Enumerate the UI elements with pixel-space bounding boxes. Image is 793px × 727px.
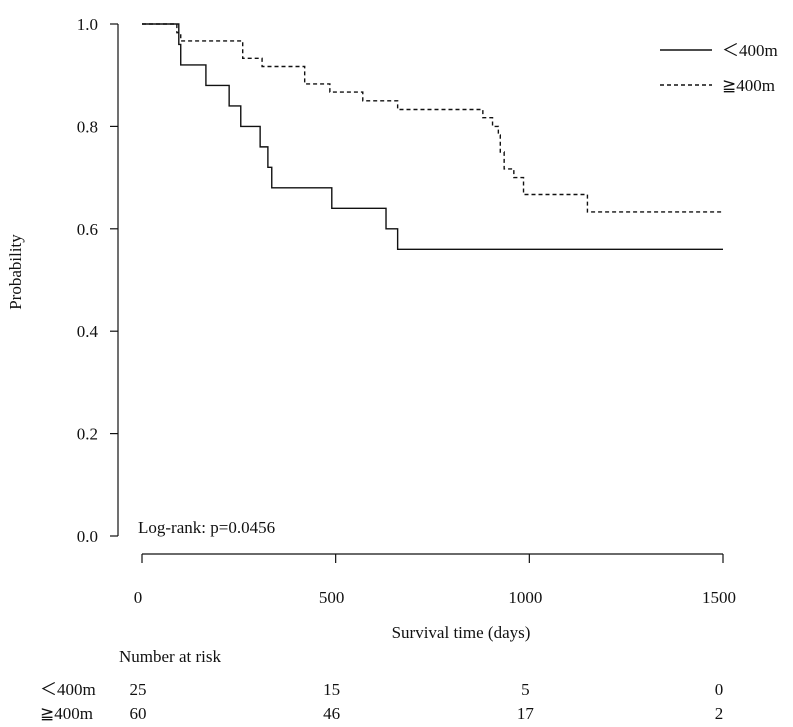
y-tick-label: 1.0 (77, 15, 98, 34)
risk-count: 17 (517, 704, 535, 723)
risk-count: 15 (323, 680, 340, 699)
risk-count: 60 (130, 704, 147, 723)
legend-label-ge400: ≧400m (722, 76, 775, 95)
y-tick-label: 0.4 (77, 322, 99, 341)
x-tick-label: 500 (319, 588, 345, 607)
risk-count: 46 (323, 704, 340, 723)
risk-count: 0 (715, 680, 724, 699)
y-tick-label: 0.8 (77, 117, 98, 136)
risk-count: 2 (715, 704, 724, 723)
logrank-annotation: Log-rank: p=0.0456 (138, 518, 275, 537)
y-tick-label: 0.0 (77, 527, 98, 546)
series-line-lt400 (142, 23, 723, 250)
risk-count: 5 (521, 680, 530, 699)
series-line-ge400 (142, 23, 723, 213)
axes: 0.0 0.2 0.4 0.6 0.8 1.0 0 500 1000 1500 (77, 15, 736, 607)
survival-curves (142, 23, 723, 250)
risk-table-title: Number at risk (119, 647, 221, 666)
y-axis-title: Probability (6, 234, 25, 310)
risk-count: 25 (130, 680, 147, 699)
x-tick-label: 0 (134, 588, 143, 607)
x-tick-label: 1500 (702, 588, 736, 607)
risk-table: ＜400m 25 15 5 0 ≧400m 60 46 17 2 (40, 680, 723, 723)
y-tick-label: 0.6 (77, 220, 98, 239)
risk-row-label: ≧400m (40, 704, 93, 723)
legend-label-lt400: ＜400m (722, 41, 778, 60)
legend: ＜400m ≧400m (660, 41, 778, 95)
x-axis-title: Survival time (days) (392, 623, 531, 642)
y-tick-label: 0.2 (77, 425, 98, 444)
risk-row-label: ＜400m (40, 680, 96, 699)
x-tick-label: 1000 (508, 588, 542, 607)
